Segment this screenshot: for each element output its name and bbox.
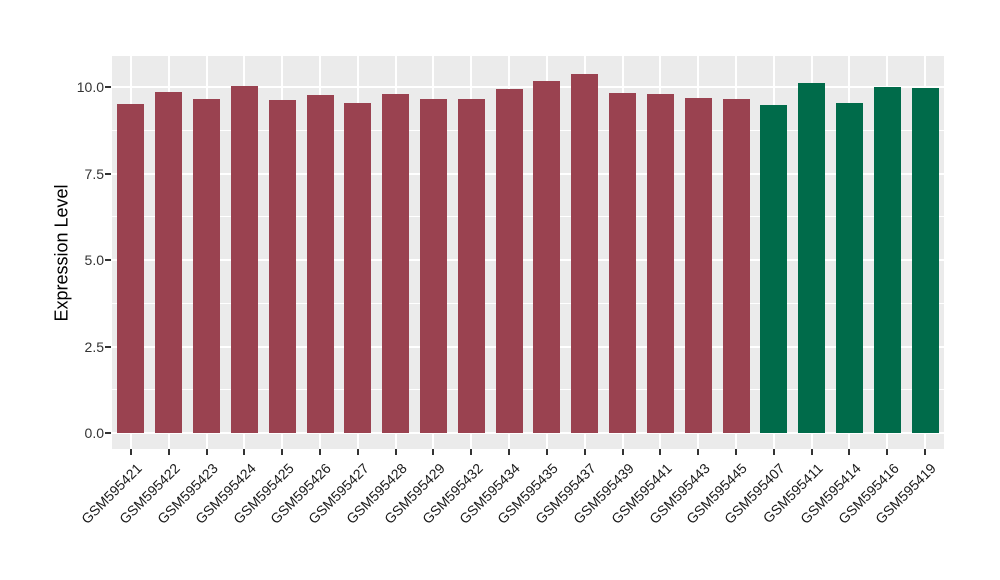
bar-GSM595437 xyxy=(571,74,599,433)
x-tick-mark xyxy=(772,449,775,455)
bar-GSM595422 xyxy=(155,92,183,433)
y-tick-label: 7.5 xyxy=(84,165,104,182)
major-gridline xyxy=(112,259,944,261)
plot-panel xyxy=(112,56,944,449)
bar-GSM595445 xyxy=(722,99,750,433)
bar-GSM595416 xyxy=(873,87,901,433)
y-tick-label: 0.0 xyxy=(84,425,104,441)
major-gridline xyxy=(112,432,944,434)
bar-GSM595414 xyxy=(835,102,863,433)
x-tick-mark xyxy=(621,449,624,455)
x-tick-mark xyxy=(129,449,132,455)
x-tick-mark xyxy=(659,449,662,455)
x-tick-mark xyxy=(205,449,208,455)
x-tick-mark xyxy=(735,449,737,455)
x-tick-mark xyxy=(848,449,851,455)
y-tick-mark xyxy=(105,345,111,348)
major-gridline xyxy=(112,172,944,175)
minor-gridline xyxy=(112,302,944,304)
x-tick-mark xyxy=(243,449,246,455)
y-tick-mark xyxy=(105,432,111,434)
bar-GSM595424 xyxy=(230,85,258,433)
minor-gridline xyxy=(112,216,944,218)
y-tick-label: 10.0 xyxy=(76,79,104,95)
bar-GSM595443 xyxy=(684,97,712,433)
x-tick-mark xyxy=(924,449,927,455)
major-gridline xyxy=(112,345,944,348)
y-tick-mark xyxy=(105,259,111,261)
bar-GSM595423 xyxy=(193,98,221,433)
major-gridline xyxy=(112,86,944,88)
x-tick-mark xyxy=(545,449,548,455)
x-tick-mark xyxy=(432,449,435,455)
x-tick-mark xyxy=(470,449,473,455)
bar-GSM595428 xyxy=(382,94,410,433)
x-tick-mark xyxy=(810,449,813,455)
y-tick-label: 2.5 xyxy=(84,338,104,355)
x-tick-mark xyxy=(697,449,700,455)
x-tick-mark xyxy=(281,449,284,455)
x-tick-mark xyxy=(508,449,511,455)
bar-GSM595439 xyxy=(609,92,637,433)
minor-gridline xyxy=(112,389,944,391)
bar-GSM595426 xyxy=(306,95,334,433)
bar-GSM595421 xyxy=(117,104,145,433)
x-tick-mark xyxy=(583,449,586,455)
bar-GSM595441 xyxy=(646,93,674,433)
bar-GSM595425 xyxy=(268,100,296,433)
bar-GSM595435 xyxy=(533,81,561,433)
y-tick-mark xyxy=(105,86,111,88)
y-tick-mark xyxy=(105,172,111,175)
y-tick-label: 5.0 xyxy=(84,252,104,268)
bar-GSM595419 xyxy=(911,87,939,433)
bar-GSM595429 xyxy=(419,99,447,433)
bar-GSM595432 xyxy=(457,99,485,433)
x-tick-mark xyxy=(394,449,397,455)
x-tick-mark xyxy=(886,449,889,455)
bar-GSM595407 xyxy=(760,104,788,433)
bar-GSM595434 xyxy=(495,89,523,433)
x-tick-mark xyxy=(356,449,359,455)
bar-GSM595411 xyxy=(798,83,826,433)
x-tick-mark xyxy=(167,449,170,455)
minor-gridline xyxy=(112,129,944,131)
bar-GSM595427 xyxy=(344,102,372,433)
x-tick-mark xyxy=(319,449,321,455)
